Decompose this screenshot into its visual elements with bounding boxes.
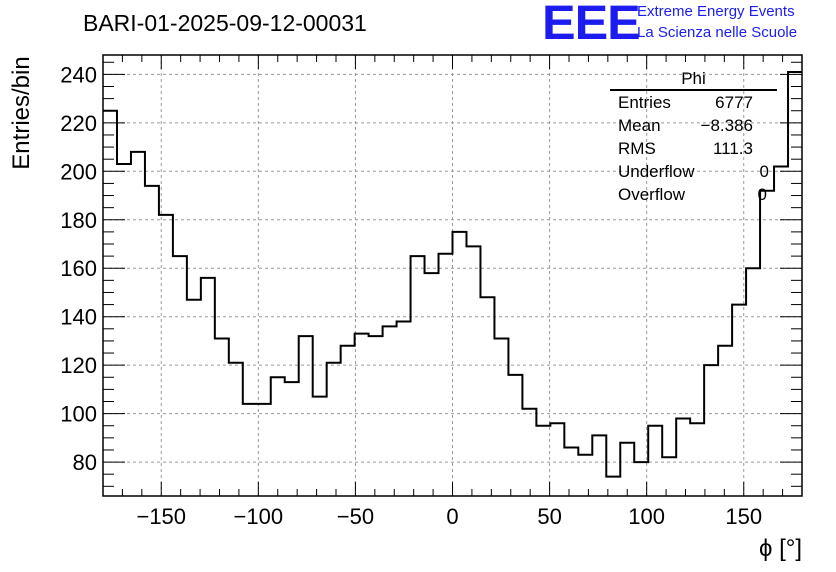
stats-value: 6777 xyxy=(715,93,753,112)
histogram-line xyxy=(103,70,802,478)
stats-label: Underflow xyxy=(618,162,695,181)
stats-value: 111.3 xyxy=(712,139,753,158)
stats-label: Mean xyxy=(618,116,661,135)
stats-row-overflow: Overflow 0 xyxy=(610,183,777,206)
y-tick-label: 140 xyxy=(60,305,97,330)
stats-label: RMS xyxy=(618,139,656,158)
x-tick-label: 50 xyxy=(537,504,561,529)
y-tick-label: 100 xyxy=(60,402,97,427)
stats-row-underflow: Underflow 0 xyxy=(610,160,777,183)
eee-logo: EEE xyxy=(542,0,641,50)
y-tick-label: 200 xyxy=(60,159,97,184)
stats-label: Entries xyxy=(618,93,671,112)
logo-line-2: La Scienza nelle Scuole xyxy=(637,24,798,41)
y-tick-label: 160 xyxy=(60,256,97,281)
x-tick-label: 150 xyxy=(725,504,762,529)
x-tick-label: 100 xyxy=(628,504,665,529)
chart-title: BARI-01-2025-09-12-00031 xyxy=(83,10,367,36)
y-tick-label: 120 xyxy=(60,353,97,378)
stats-title: Phi xyxy=(610,68,777,91)
y-tick-label: 80 xyxy=(73,450,97,475)
stats-row-rms: RMS 111.3 xyxy=(610,137,777,160)
x-tick-label: 0 xyxy=(446,504,458,529)
stats-value: −8.386 xyxy=(700,116,753,135)
y-tick-label: 240 xyxy=(60,62,97,87)
stats-row-mean: Mean −8.386 xyxy=(610,114,777,137)
stats-box: Phi Entries 6777 Mean −8.386 RMS 111.3 U… xyxy=(610,68,777,206)
y-tick-label: 220 xyxy=(60,111,97,136)
x-tick-label: −150 xyxy=(136,504,186,529)
logo-line-1: Extreme Energy Events xyxy=(637,3,795,20)
x-tick-label: −100 xyxy=(234,504,284,529)
x-tick-label: −50 xyxy=(337,504,374,529)
stats-label: Overflow xyxy=(618,185,686,204)
stats-row-entries: Entries 6777 xyxy=(610,91,777,114)
stats-value: 0 xyxy=(757,185,767,204)
stats-value: 0 xyxy=(759,162,769,181)
y-tick-label: 180 xyxy=(60,208,97,233)
x-axis-label: ϕ [°] xyxy=(758,535,802,562)
y-axis-label: Entries/bin xyxy=(8,56,35,170)
